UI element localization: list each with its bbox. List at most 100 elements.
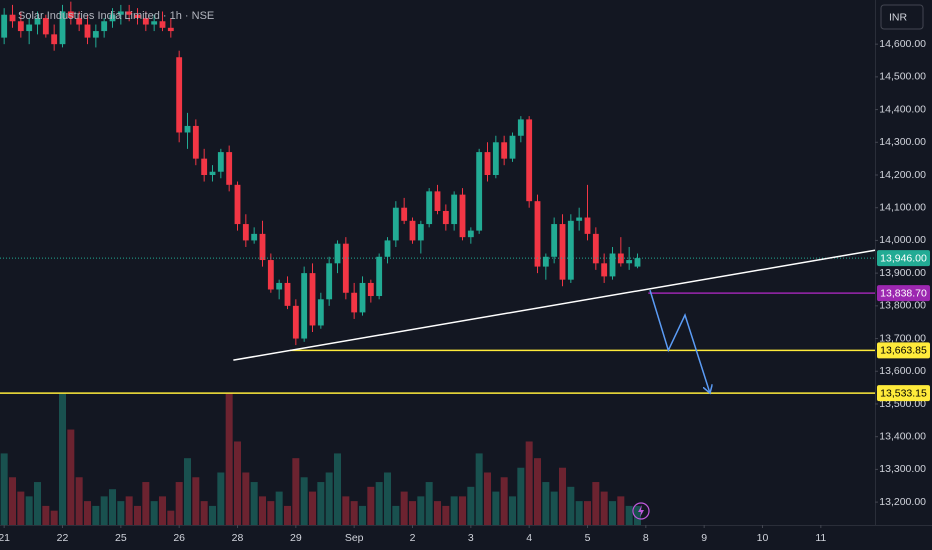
candle-body xyxy=(301,273,308,339)
candle-body xyxy=(159,21,166,28)
volume-bar xyxy=(200,501,208,525)
volume-bar xyxy=(59,393,66,525)
candle-body xyxy=(167,27,174,32)
volume-bar xyxy=(392,505,400,525)
price-label-box xyxy=(877,250,930,267)
currency-label[interactable]: INR xyxy=(889,11,908,23)
volume-bar xyxy=(384,472,391,525)
y-tick-label: 13,200.00 xyxy=(879,496,926,508)
candle-body xyxy=(1,14,8,38)
x-tick-label: 9 xyxy=(701,532,707,544)
candle-body xyxy=(334,243,341,264)
candle-body xyxy=(42,17,49,35)
candle-body xyxy=(242,224,249,241)
volume-bar xyxy=(584,501,591,525)
volume-bar xyxy=(192,477,200,525)
volume-bar xyxy=(534,458,541,525)
y-tick-label: 13,700.00 xyxy=(879,332,926,344)
candle-body xyxy=(359,282,366,313)
volume-bar xyxy=(442,505,450,525)
candle-body xyxy=(176,57,183,133)
y-tick-label: 14,500.00 xyxy=(879,71,926,83)
price-label-box xyxy=(877,285,930,302)
candle-body xyxy=(284,282,291,306)
volume-bar xyxy=(350,501,358,525)
candle-body xyxy=(84,24,91,38)
volume-bar xyxy=(50,510,58,525)
y-tick-label: 14,100.00 xyxy=(879,201,926,213)
candle-body xyxy=(584,217,591,234)
x-tick-label: 10 xyxy=(757,532,769,544)
volume-bar xyxy=(125,496,133,525)
price-label: 13,838.70 xyxy=(880,287,927,299)
x-tick-label: 3 xyxy=(468,532,474,544)
volume-bar xyxy=(217,472,225,525)
volume-bar xyxy=(367,486,375,525)
x-tick-label: 25 xyxy=(115,532,127,544)
volume-bar xyxy=(500,477,508,525)
candle-body xyxy=(234,184,241,225)
event-bolt xyxy=(638,505,644,517)
volume-bar xyxy=(425,482,433,525)
candle-body xyxy=(342,243,349,293)
candle-body xyxy=(226,152,233,185)
trend-line xyxy=(233,249,876,361)
candle-body xyxy=(542,256,549,267)
candle-body xyxy=(592,233,599,264)
volume-bar xyxy=(75,477,83,525)
candle-body xyxy=(567,220,574,280)
candle-body xyxy=(626,260,633,264)
volume-bar xyxy=(517,467,525,525)
volume-bar xyxy=(617,496,625,525)
x-tick-label: 11 xyxy=(815,532,826,544)
candle-body xyxy=(142,17,149,25)
volume-bar xyxy=(184,458,191,525)
volume-bar xyxy=(300,477,308,525)
volume-bar xyxy=(467,486,475,525)
price-label: 13,663.85 xyxy=(880,345,927,357)
candle-body xyxy=(509,135,516,159)
currency-button[interactable] xyxy=(880,4,924,30)
candle-body xyxy=(517,119,524,136)
event-icon[interactable] xyxy=(632,502,650,520)
candle-body xyxy=(184,125,191,133)
candle-body xyxy=(351,292,358,313)
volume-bar xyxy=(100,496,108,525)
volume-bar xyxy=(117,501,125,525)
candle-body xyxy=(9,14,16,22)
forecast-arrow xyxy=(649,289,710,393)
chart-title: Solar Industries India Limited · 1h · NS… xyxy=(18,10,214,22)
y-tick-label: 13,600.00 xyxy=(879,365,926,377)
volume-bar xyxy=(292,458,300,525)
volume-bar xyxy=(400,491,408,525)
volume-bar xyxy=(475,453,483,525)
candle-body xyxy=(442,210,449,225)
candle-body xyxy=(292,305,299,339)
y-tick-label: 14,200.00 xyxy=(879,169,926,181)
volume-bar xyxy=(234,441,241,525)
volume-bar xyxy=(242,472,250,525)
volume-pane xyxy=(0,393,641,525)
x-tick-label: 5 xyxy=(585,532,591,544)
candle-body xyxy=(34,17,41,25)
candle-body xyxy=(559,224,566,280)
x-tick-label: 4 xyxy=(526,532,532,544)
candle-body xyxy=(109,14,116,22)
volume-bar xyxy=(459,496,466,525)
y-tick-label: 13,400.00 xyxy=(879,430,926,442)
y-tick-label: 14,300.00 xyxy=(879,136,926,148)
volume-bar xyxy=(309,491,316,525)
price-label-box xyxy=(877,385,930,402)
volume-bar xyxy=(434,501,441,525)
volume-bar xyxy=(284,505,291,525)
candle-body xyxy=(251,233,258,241)
x-tick-label: 26 xyxy=(173,532,185,544)
volume-bar xyxy=(250,482,258,525)
x-tick-label: 2 xyxy=(410,532,416,544)
volume-bar xyxy=(142,482,150,525)
volume-bar xyxy=(600,491,608,525)
candle-body xyxy=(126,11,133,15)
